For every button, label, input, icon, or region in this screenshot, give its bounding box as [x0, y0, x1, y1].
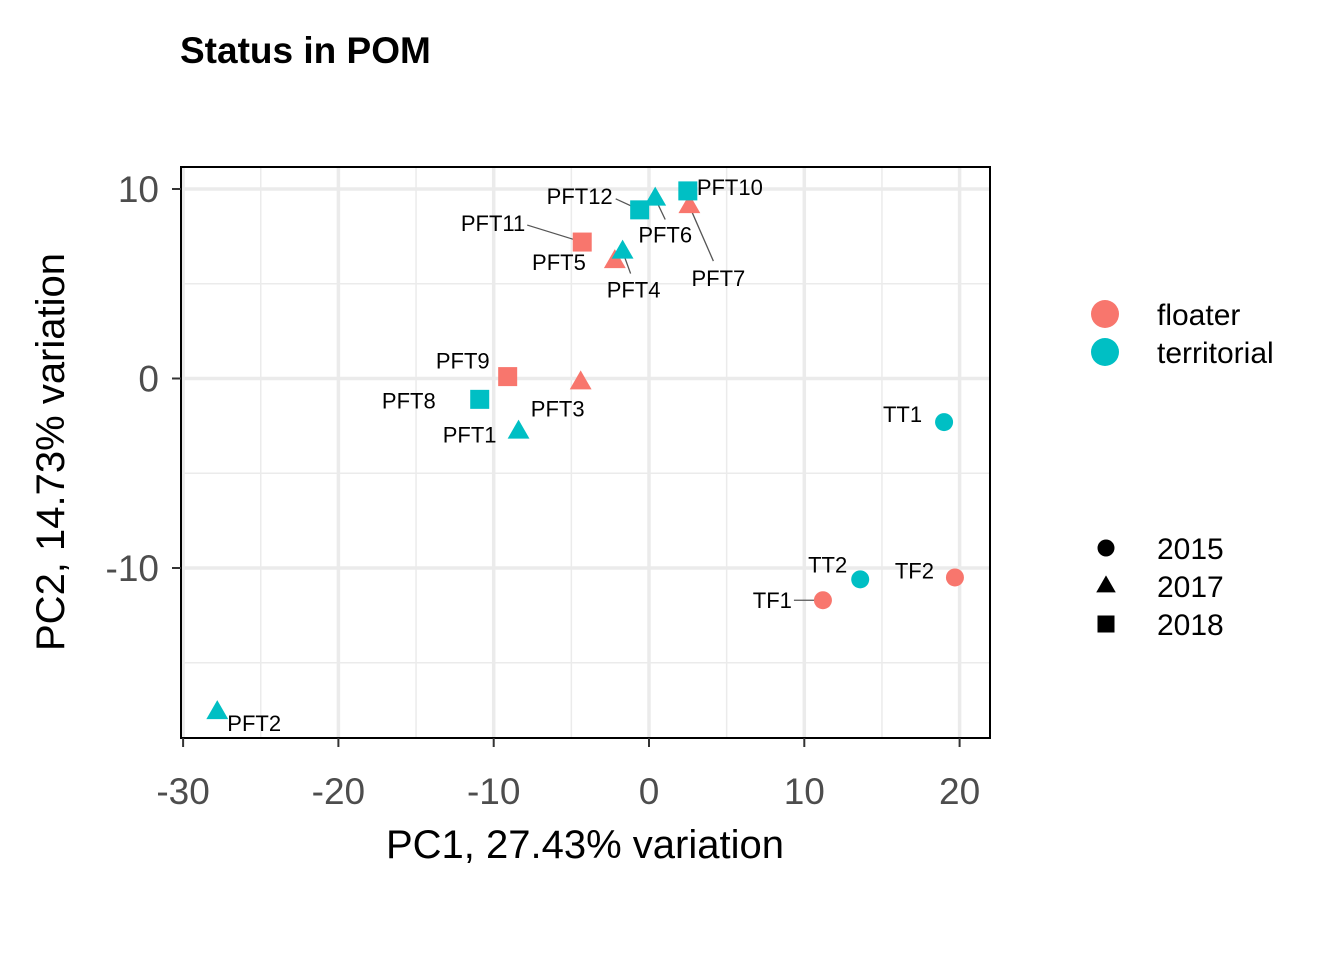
point-label-pft7: PFT7 [691, 266, 745, 291]
point-label-pft5: PFT5 [532, 250, 586, 275]
x-tick-label: -10 [467, 771, 520, 812]
point-pft6 [644, 186, 667, 206]
point-label-tf1: TF1 [753, 588, 792, 613]
point-pft8 [470, 389, 490, 409]
legend-color-key-floater [1091, 300, 1119, 328]
legend-shape-key-2015 [1097, 539, 1115, 557]
point-pft11 [572, 232, 592, 252]
point-pft9 [498, 367, 518, 387]
x-tick-label: 10 [784, 771, 825, 812]
point-tf2 [945, 568, 964, 587]
x-tick-label: -20 [312, 771, 365, 812]
x-tick-label: -30 [156, 771, 209, 812]
point-label-pft8: PFT8 [382, 388, 436, 413]
point-label-tt2: TT2 [808, 552, 847, 577]
point-label-tt1: TT1 [883, 402, 922, 427]
data-points [206, 181, 964, 720]
point-tt2 [851, 570, 870, 589]
x-tick-label: 20 [939, 771, 980, 812]
legend: floater territorial 2015 2017 2018 [1091, 299, 1274, 642]
legend-shape-label-2015: 2015 [1157, 533, 1224, 566]
plot-panel-border [180, 166, 991, 739]
point-tf1 [813, 591, 832, 610]
legend-color-key-territorial [1091, 338, 1119, 366]
point-label-pft2: PFT2 [227, 711, 281, 736]
chart-title: Status in POM [180, 30, 431, 71]
plot-panel-background [181, 167, 990, 738]
point-label-pft4: PFT4 [607, 278, 661, 303]
point-label-pft1: PFT1 [443, 423, 497, 448]
point-pft1 [507, 419, 530, 439]
legend-shape-key-2017 [1096, 575, 1116, 593]
point-label-pft6: PFT6 [638, 222, 692, 247]
y-tick-label: 0 [138, 359, 159, 400]
leader-line-pft7 [688, 205, 714, 262]
y-tick-label: -10 [106, 548, 159, 589]
point-pft10 [678, 181, 698, 201]
point-pft12 [630, 200, 650, 220]
legend-shape-key-2018 [1097, 615, 1115, 633]
point-label-pft9: PFT9 [436, 349, 490, 374]
point-tt1 [935, 413, 954, 432]
legend-shape-label-2018: 2018 [1157, 609, 1224, 642]
point-label-pft11: PFT11 [461, 211, 525, 236]
point-pft7 [678, 194, 701, 214]
point-pft4 [611, 239, 634, 259]
y-tick-label: 10 [118, 169, 159, 210]
point-label-pft12: PFT12 [547, 184, 613, 209]
x-axis-title: PC1, 27.43% variation [386, 823, 784, 867]
legend-color-label-floater: floater [1157, 299, 1240, 332]
point-label-pft10: PFT10 [697, 175, 763, 200]
grid-layer [181, 167, 990, 738]
legend-shape-label-2017: 2017 [1157, 571, 1224, 604]
point-pft2 [206, 700, 229, 720]
point-label-pft3: PFT3 [531, 396, 585, 421]
point-label-tf2: TF2 [895, 558, 934, 583]
x-tick-label: 0 [639, 771, 660, 812]
legend-color-label-territorial: territorial [1157, 337, 1274, 370]
point-pft3 [569, 370, 592, 390]
y-axis-title: PC2, 14.73% variation [29, 253, 73, 651]
axes: -30 -20 -10 0 10 20 10 0 -10 [106, 169, 981, 812]
